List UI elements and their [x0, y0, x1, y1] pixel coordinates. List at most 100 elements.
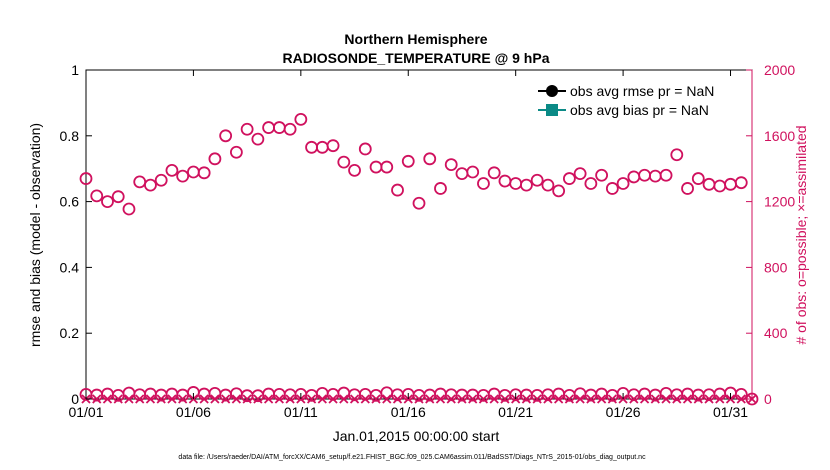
assimilated-obs-point	[543, 394, 553, 404]
assimilated-obs-point	[371, 394, 381, 404]
possible-obs-point	[487, 166, 501, 180]
possible-obs-point	[208, 152, 222, 166]
possible-obs-point	[154, 173, 168, 187]
possible-obs-point	[691, 172, 705, 185]
possible-obs-point	[380, 160, 394, 174]
possible-obs-point	[251, 132, 265, 146]
y-tick-label: 0.2	[60, 325, 80, 341]
possible-obs-point	[444, 158, 458, 171]
possible-obs-point	[423, 152, 437, 166]
y-tick-label: 0.4	[60, 259, 80, 275]
legend-box	[532, 76, 746, 124]
possible-obs-point	[681, 182, 694, 195]
legend-rmse-label: obs avg rmse pr = NaN	[570, 83, 714, 99]
assimilated-obs-point	[253, 394, 263, 404]
possible-obs-point	[79, 172, 93, 185]
possible-obs-point	[176, 169, 190, 183]
x-tick-label: 01/16	[391, 404, 426, 420]
assimilated-obs-point	[564, 394, 575, 404]
y2-tick-label: 400	[764, 325, 788, 341]
assimilated-obs-point	[478, 394, 489, 404]
assimilated-obs-point	[629, 394, 639, 404]
possible-obs-point	[734, 387, 748, 401]
assimilated-obs-point	[178, 394, 188, 404]
possible-obs-point	[541, 178, 555, 192]
assimilated-obs-point	[500, 394, 510, 404]
possible-obs-point	[562, 172, 576, 185]
legend-bias-label: obs avg bias pr = NaN	[570, 102, 709, 118]
assimilated-obs-point	[607, 394, 617, 404]
possible-obs-point	[326, 139, 340, 153]
assimilated-obs-point	[468, 394, 478, 404]
assimilated-obs-point	[285, 394, 295, 404]
possible-obs-point	[734, 176, 748, 190]
footer-datafile: data file: /Users/raeder/DAI/ATM_forcXX/…	[178, 454, 646, 461]
y-tick-label: 1	[71, 62, 79, 78]
possible-obs-point	[165, 163, 179, 177]
assimilated-obs-point	[446, 394, 456, 404]
y-tick-label: 0.6	[60, 194, 80, 210]
possible-obs-point	[229, 145, 243, 159]
possible-obs-point	[552, 184, 566, 198]
y-tick-label: 0.8	[60, 128, 80, 144]
y2-tick-label: 800	[764, 259, 788, 275]
possible-obs-point	[122, 202, 136, 216]
possible-obs-point	[616, 177, 630, 190]
possible-obs-point	[477, 177, 490, 190]
possible-obs-point	[670, 148, 684, 162]
possible-obs-point	[584, 177, 598, 190]
x-tick-label: 01/11	[284, 404, 318, 420]
y2-tick-label: 1600	[764, 128, 795, 144]
assimilated-obs-point	[306, 394, 317, 404]
chart-title: Northern Hemisphere	[344, 31, 487, 47]
legend: obs avg rmse pr = NaN obs avg bias pr = …	[532, 76, 746, 124]
possible-obs-point	[219, 129, 233, 143]
possible-obs-point	[144, 178, 157, 192]
x-tick-label: 01/06	[176, 404, 211, 420]
assimilated-obs-point	[414, 394, 424, 404]
x-tick-label: 01/21	[498, 404, 533, 420]
possible-obs-point	[348, 163, 361, 177]
possible-obs-point	[401, 154, 415, 168]
possible-obs-point	[358, 142, 372, 156]
possible-obs-point	[520, 178, 533, 192]
assimilated-obs-point	[135, 394, 145, 404]
y-tick-label: 0	[71, 391, 79, 407]
assimilated-obs-point	[92, 394, 102, 404]
assimilated-obs-point	[349, 394, 360, 404]
y2-axis-label: # of obs: o=possible; ×=assimilated	[793, 125, 809, 344]
x-tick-label: 01/31	[713, 404, 748, 420]
assimilated-obs-point	[650, 394, 660, 404]
chart-subtitle: RADIOSONDE_TEMPERATURE @ 9 hPa	[283, 50, 550, 66]
possible-obs-point	[283, 122, 297, 136]
x-tick-label: 01/26	[606, 404, 641, 420]
possible-obs-point	[197, 166, 211, 180]
possible-obs-point	[90, 189, 104, 203]
possible-obs-point	[391, 183, 404, 197]
assimilated-obs-point	[704, 394, 714, 404]
assimilated-obs-point	[113, 394, 123, 404]
possible-obs-point	[111, 190, 125, 204]
possible-obs-point	[466, 165, 480, 179]
assimilated-obs-point	[221, 394, 231, 404]
possible-obs-point	[530, 173, 544, 187]
y2-tick-label: 2000	[764, 62, 795, 78]
possible-obs-point	[434, 182, 447, 195]
assimilated-obs-point	[457, 394, 467, 404]
possible-obs-point	[659, 168, 673, 182]
assimilated-obs-point	[672, 394, 682, 404]
assimilated-obs-point	[242, 394, 252, 404]
assimilated-obs-point	[425, 394, 435, 404]
data-marks	[79, 112, 759, 406]
possible-obs-point	[337, 155, 351, 169]
assimilated-obs-point	[392, 394, 403, 404]
legend-bias-marker	[546, 104, 558, 116]
y2-tick-label: 1200	[764, 194, 795, 210]
possible-obs-point	[595, 168, 609, 182]
possible-obs-point	[240, 122, 254, 136]
possible-obs-point	[605, 182, 619, 195]
y-axis-label: rmse and bias (model - observation)	[27, 123, 43, 347]
legend-rmse-marker	[546, 85, 558, 97]
assimilated-obs-point	[156, 394, 166, 404]
